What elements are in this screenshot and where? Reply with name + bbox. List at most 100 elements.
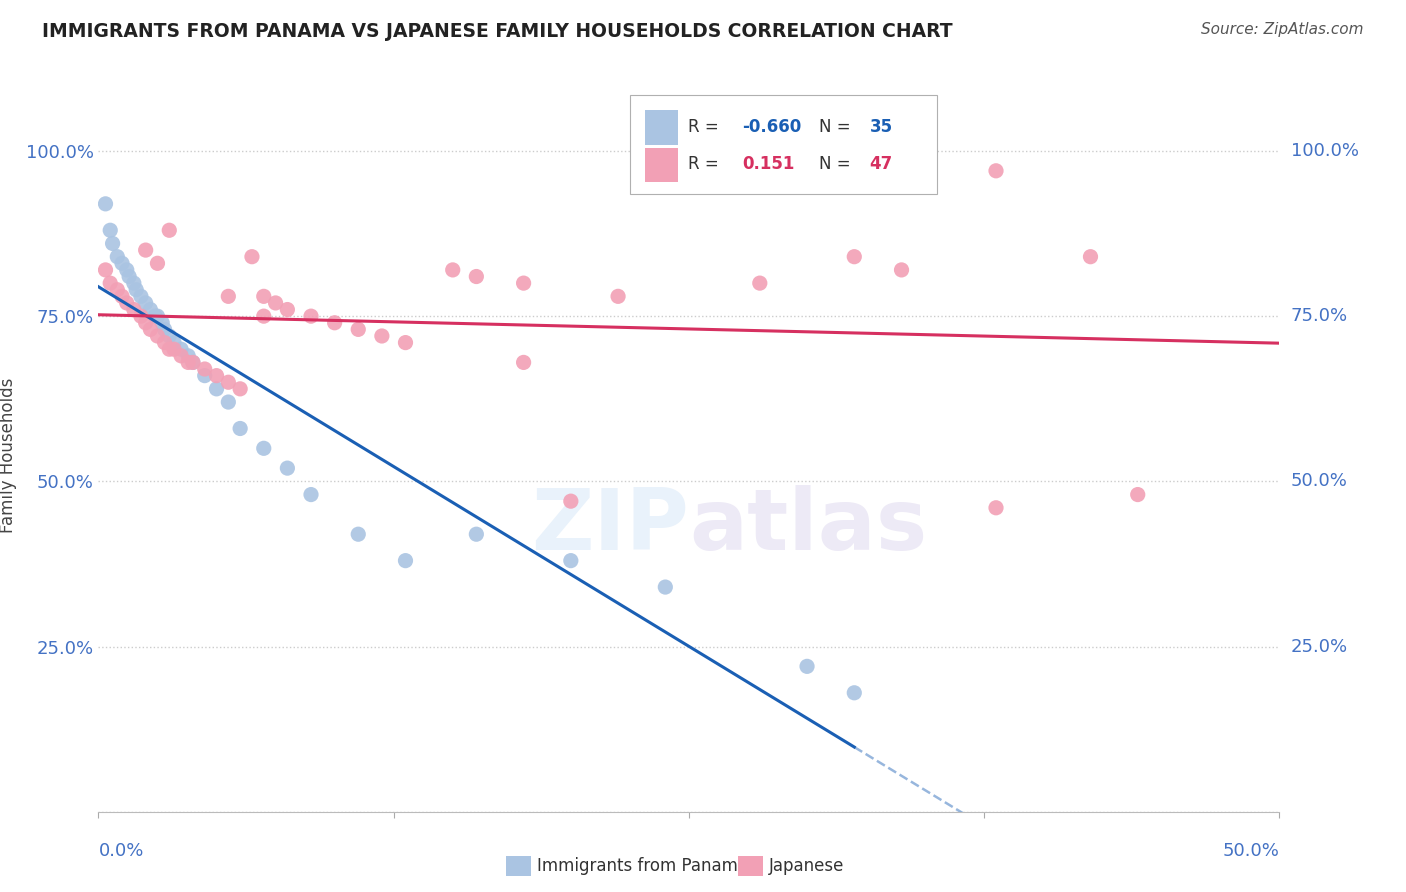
- Point: [111, 256, 134, 270]
- Point: [512, 355, 534, 369]
- Point: [654, 580, 676, 594]
- Point: [441, 263, 464, 277]
- Point: [139, 302, 162, 317]
- Point: [253, 442, 276, 456]
- Point: [157, 342, 180, 356]
- Point: [1126, 487, 1149, 501]
- Bar: [645, 111, 678, 145]
- Point: [115, 263, 138, 277]
- Text: Japanese: Japanese: [769, 857, 845, 875]
- Point: [105, 250, 128, 264]
- Point: [115, 296, 138, 310]
- Point: [229, 382, 252, 396]
- Point: [607, 289, 630, 303]
- Point: [844, 686, 866, 700]
- Text: R =: R =: [688, 118, 724, 136]
- Point: [217, 289, 239, 303]
- Text: N =: N =: [818, 118, 856, 136]
- Point: [129, 289, 152, 303]
- Point: [1080, 250, 1102, 264]
- Point: [146, 329, 169, 343]
- Point: [347, 322, 370, 336]
- Point: [122, 276, 145, 290]
- Point: [135, 296, 157, 310]
- Point: [194, 362, 217, 376]
- Point: [105, 283, 128, 297]
- Text: 100.0%: 100.0%: [1291, 142, 1358, 160]
- Point: [253, 289, 276, 303]
- Point: [844, 250, 866, 264]
- Point: [465, 269, 488, 284]
- Point: [181, 355, 204, 369]
- Point: [177, 355, 200, 369]
- Point: [143, 309, 166, 323]
- Text: Immigrants from Panama: Immigrants from Panama: [537, 857, 748, 875]
- Point: [371, 329, 394, 343]
- Point: [98, 276, 121, 290]
- Point: [264, 296, 287, 310]
- Point: [229, 421, 252, 435]
- Text: 50.0%: 50.0%: [1223, 842, 1279, 860]
- Point: [984, 163, 1007, 178]
- Point: [276, 302, 298, 317]
- Point: [101, 236, 124, 251]
- Point: [157, 329, 180, 343]
- Point: [94, 197, 117, 211]
- Point: [94, 263, 117, 277]
- Point: [240, 250, 263, 264]
- Text: -0.660: -0.660: [742, 118, 801, 136]
- Point: [560, 494, 582, 508]
- Text: 47: 47: [870, 155, 893, 173]
- Text: N =: N =: [818, 155, 856, 173]
- Point: [253, 309, 276, 323]
- Text: atlas: atlas: [689, 484, 927, 568]
- Text: IMMIGRANTS FROM PANAMA VS JAPANESE FAMILY HOUSEHOLDS CORRELATION CHART: IMMIGRANTS FROM PANAMA VS JAPANESE FAMIL…: [42, 22, 953, 41]
- Point: [153, 335, 176, 350]
- Point: [796, 659, 818, 673]
- Text: 35: 35: [870, 118, 893, 136]
- Point: [512, 276, 534, 290]
- Point: [217, 376, 239, 390]
- Point: [146, 256, 169, 270]
- Point: [135, 243, 157, 257]
- Point: [205, 368, 228, 383]
- Point: [217, 395, 239, 409]
- Point: [118, 269, 141, 284]
- Point: [560, 554, 582, 568]
- Point: [181, 355, 204, 369]
- Point: [170, 342, 193, 356]
- Point: [98, 223, 121, 237]
- Text: 0.0%: 0.0%: [98, 842, 143, 860]
- Point: [394, 554, 416, 568]
- Point: [129, 309, 152, 323]
- Point: [163, 335, 186, 350]
- Point: [984, 500, 1007, 515]
- Y-axis label: Family Households: Family Households: [0, 377, 17, 533]
- Point: [194, 368, 217, 383]
- Point: [122, 302, 145, 317]
- Point: [394, 335, 416, 350]
- Text: 25.0%: 25.0%: [1291, 638, 1348, 656]
- Point: [299, 487, 322, 501]
- Text: 0.151: 0.151: [742, 155, 794, 173]
- Point: [276, 461, 298, 475]
- Point: [146, 309, 169, 323]
- Point: [299, 309, 322, 323]
- Point: [177, 349, 200, 363]
- Point: [323, 316, 346, 330]
- Text: 75.0%: 75.0%: [1291, 307, 1348, 326]
- Point: [205, 382, 228, 396]
- Point: [150, 316, 173, 330]
- Text: 50.0%: 50.0%: [1291, 473, 1347, 491]
- Point: [157, 223, 180, 237]
- Point: [748, 276, 770, 290]
- Bar: [645, 148, 678, 182]
- Text: R =: R =: [688, 155, 724, 173]
- Point: [163, 342, 186, 356]
- Point: [170, 349, 193, 363]
- Point: [890, 263, 912, 277]
- FancyBboxPatch shape: [630, 95, 936, 194]
- Point: [347, 527, 370, 541]
- Point: [139, 322, 162, 336]
- Text: ZIP: ZIP: [531, 484, 689, 568]
